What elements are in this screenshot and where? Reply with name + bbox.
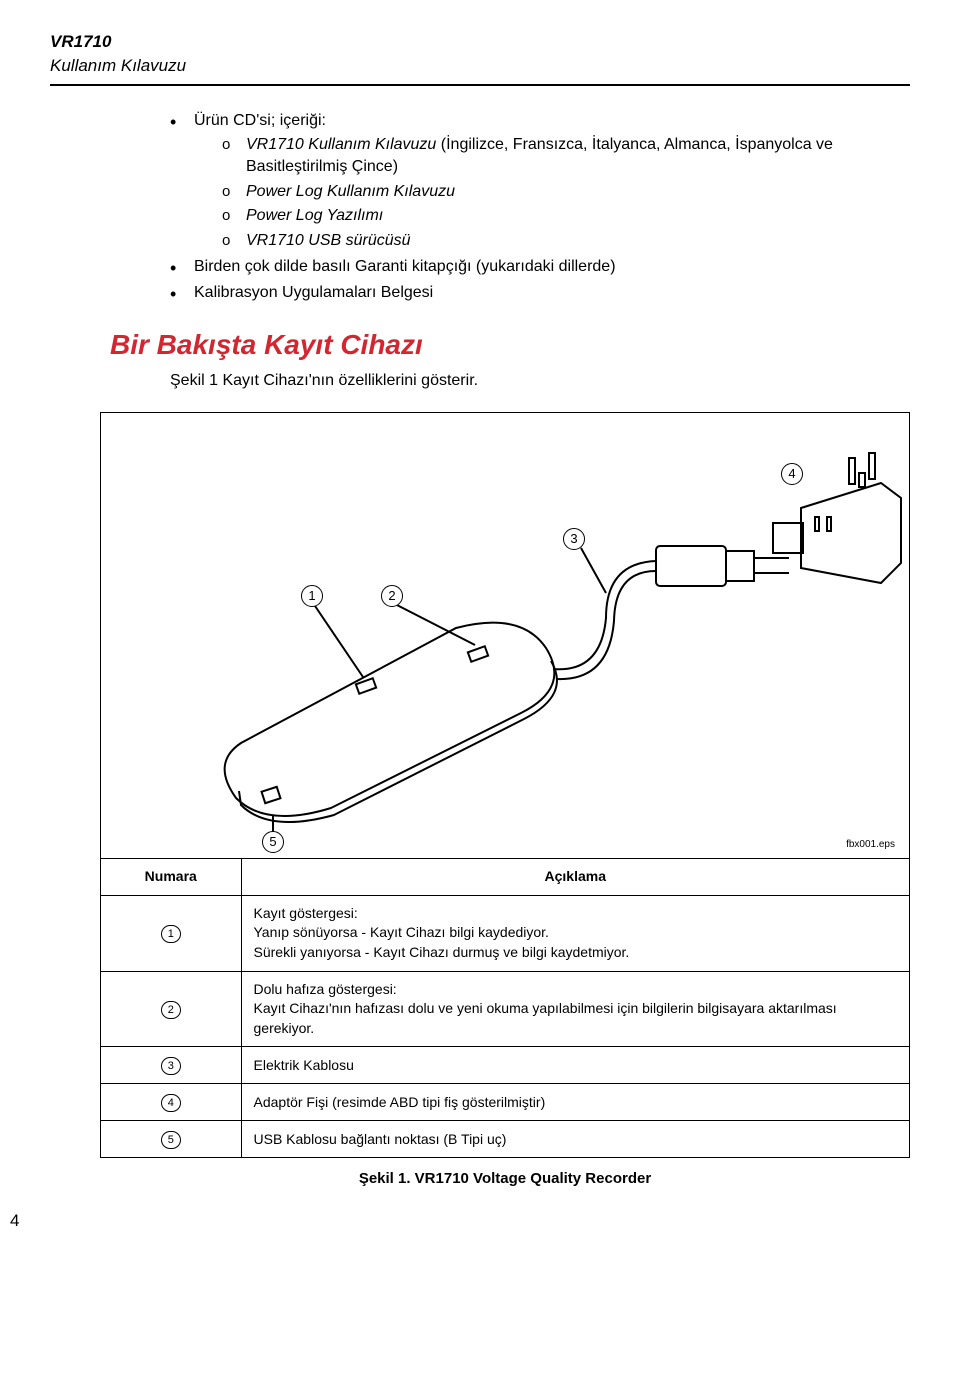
section-body: Şekil 1 Kayıt Cihazı'nın özelliklerini g… (170, 370, 910, 392)
bullet-list: Ürün CD'si; içeriği: VR1710 Kullanım Kıl… (170, 110, 910, 305)
row-num: 3 (161, 1057, 181, 1075)
row-num: 1 (161, 925, 181, 943)
sub-list: VR1710 Kullanım Kılavuzu (İngilizce, Fra… (194, 134, 910, 252)
sub-item-title: VR1710 USB sürücüsü (246, 232, 411, 249)
table-row: 5 USB Kablosu bağlantı noktası (B Tipi u… (101, 1121, 909, 1158)
content-area: Ürün CD'si; içeriği: VR1710 Kullanım Kıl… (50, 110, 910, 1190)
doc-model: VR1710 (50, 30, 910, 54)
figure-diagram: 4 3 1 2 5 fbx001.eps (101, 413, 909, 858)
row-desc: USB Kablosu bağlantı noktası (B Tipi uç) (241, 1121, 909, 1158)
col-aciklama: Açıklama (241, 859, 909, 896)
table-row: 1 Kayıt göstergesi: Yanıp sönüyorsa - Ka… (101, 895, 909, 971)
sub-item-title: Power Log Yazılımı (246, 207, 383, 224)
parts-table: Numara Açıklama 1 Kayıt göstergesi: Yanı… (101, 858, 909, 1157)
sub-item: VR1710 Kullanım Kılavuzu (İngilizce, Fra… (222, 134, 910, 179)
bullet-item: Ürün CD'si; içeriği: VR1710 Kullanım Kıl… (170, 110, 910, 252)
table-header-row: Numara Açıklama (101, 859, 909, 896)
row-desc: Elektrik Kablosu (241, 1047, 909, 1084)
row-num: 5 (161, 1131, 181, 1149)
doc-sub: Kullanım Kılavuzu (50, 54, 910, 78)
sub-item-title: Power Log Kullanım Kılavuzu (246, 183, 455, 200)
sub-item: VR1710 USB sürücüsü (222, 230, 910, 252)
row-desc: Dolu hafıza göstergesi: Kayıt Cihazı'nın… (241, 971, 909, 1047)
section-heading: Bir Bakışta Kayıt Cihazı (110, 325, 910, 364)
row-num: 2 (161, 1001, 181, 1019)
cd-line: Ürün CD'si; içeriği: (194, 112, 326, 129)
bullet-item: Kalibrasyon Uygulamaları Belgesi (170, 282, 910, 304)
table-row: 3 Elektrik Kablosu (101, 1047, 909, 1084)
page-number: 4 (10, 1209, 910, 1233)
table-row: 2 Dolu hafıza göstergesi: Kayıt Cihazı'n… (101, 971, 909, 1047)
figure-box: 4 3 1 2 5 fbx001.eps Numara Açıklama 1 K… (100, 412, 910, 1158)
eps-filename: fbx001.eps (846, 838, 895, 852)
table-row: 4 Adaptör Fişi (resimde ABD tipi fiş gös… (101, 1084, 909, 1121)
row-desc: Kayıt göstergesi: Yanıp sönüyorsa - Kayı… (241, 895, 909, 971)
sub-item-title: VR1710 Kullanım Kılavuzu (246, 136, 436, 153)
sub-item: Power Log Yazılımı (222, 205, 910, 227)
bullet-item: Birden çok dilde basılı Garanti kitapçığ… (170, 256, 910, 278)
row-num: 4 (161, 1094, 181, 1112)
header-rule (50, 84, 910, 86)
col-numara: Numara (101, 859, 241, 896)
sub-item: Power Log Kullanım Kılavuzu (222, 181, 910, 203)
row-desc: Adaptör Fişi (resimde ABD tipi fiş göste… (241, 1084, 909, 1121)
figure-caption: Şekil 1. VR1710 Voltage Quality Recorder (100, 1168, 910, 1189)
